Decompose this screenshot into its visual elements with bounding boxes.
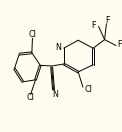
Text: F: F [105, 16, 110, 25]
Text: F: F [117, 40, 122, 49]
Text: Cl: Cl [26, 93, 34, 102]
Text: Cl: Cl [28, 30, 36, 39]
Text: N: N [52, 90, 58, 99]
Text: Cl: Cl [84, 85, 92, 94]
Text: F: F [92, 21, 96, 30]
Text: N: N [55, 43, 61, 52]
